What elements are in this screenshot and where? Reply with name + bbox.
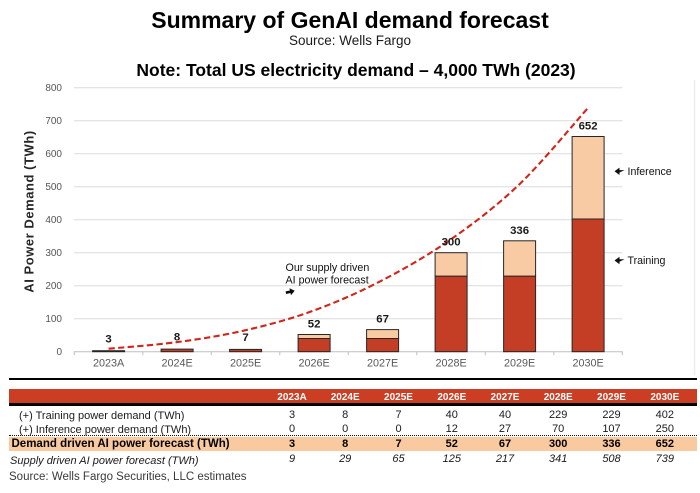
svg-text:2027E: 2027E: [367, 358, 398, 370]
svg-text:300: 300: [442, 237, 461, 249]
svg-text:336: 336: [510, 225, 529, 237]
svg-text:7: 7: [242, 332, 248, 344]
svg-text:2030E: 2030E: [572, 358, 603, 370]
svg-text:AI Power Demand (TWh): AI Power Demand (TWh): [22, 130, 37, 293]
svg-text:300: 300: [45, 248, 62, 259]
svg-text:500: 500: [45, 182, 62, 193]
svg-text:0: 0: [56, 347, 62, 358]
svg-text:Training: Training: [628, 255, 666, 267]
svg-text:800: 800: [45, 83, 62, 94]
svg-text:652: 652: [579, 121, 598, 133]
svg-text:100: 100: [45, 314, 62, 325]
svg-text:67: 67: [376, 314, 389, 326]
svg-text:2024E: 2024E: [161, 358, 192, 370]
svg-text:200: 200: [45, 281, 62, 292]
svg-text:AI power forecast: AI power forecast: [286, 275, 369, 287]
svg-text:8: 8: [174, 332, 180, 344]
svg-text:2028E: 2028E: [435, 358, 466, 370]
svg-text:Inference: Inference: [628, 166, 672, 178]
svg-text:2029E: 2029E: [504, 358, 535, 370]
svg-text:2023A: 2023A: [93, 358, 125, 370]
svg-text:600: 600: [45, 149, 62, 160]
svg-text:700: 700: [45, 116, 62, 127]
svg-text:Our supply driven: Our supply driven: [286, 262, 370, 274]
svg-text:2026E: 2026E: [298, 358, 329, 370]
svg-text:400: 400: [45, 215, 62, 226]
svg-text:52: 52: [308, 319, 321, 331]
svg-text:3: 3: [105, 333, 111, 345]
svg-text:2025E: 2025E: [230, 358, 261, 370]
